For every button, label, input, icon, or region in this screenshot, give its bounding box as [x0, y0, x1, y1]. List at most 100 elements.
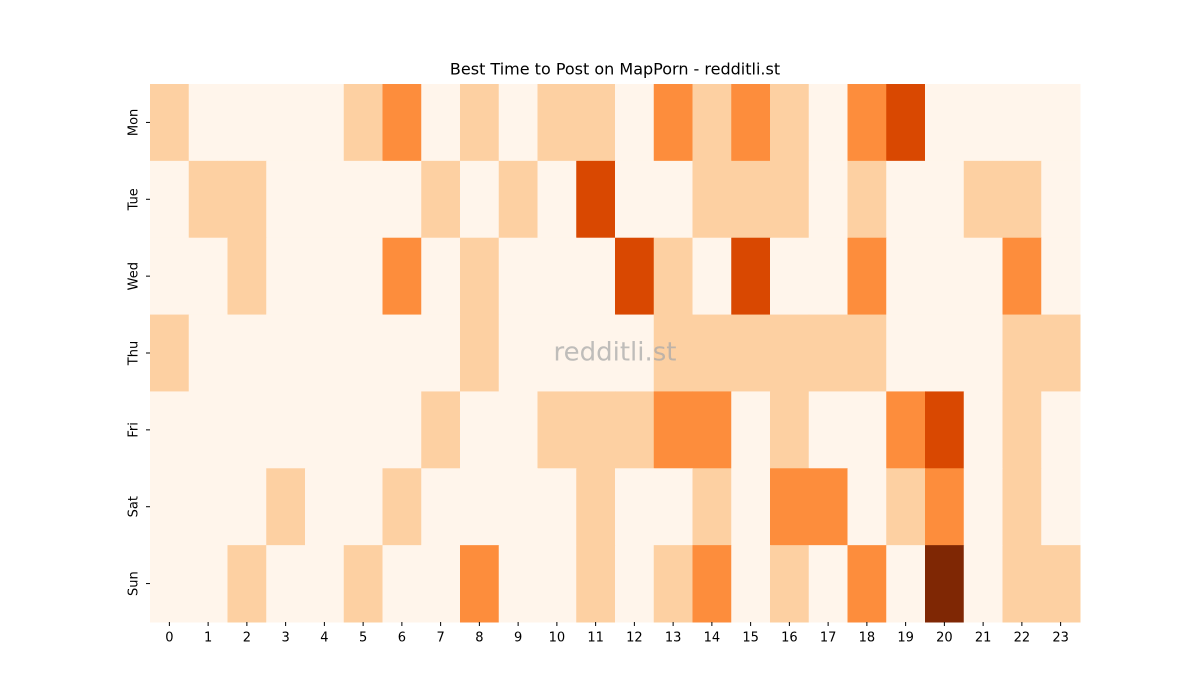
heatmap-cell: [963, 237, 1003, 316]
heatmap-cell: [1002, 545, 1042, 623]
x-tick-label: 7: [436, 631, 444, 646]
heatmap-cell: [615, 237, 655, 316]
x-tick-label: 22: [1014, 631, 1031, 646]
heatmap-cell: [498, 468, 538, 546]
heatmap-cell: [537, 160, 577, 239]
heatmap-cell: [770, 160, 810, 239]
x-tick-label: 21: [975, 631, 992, 646]
heatmap-cell: [731, 545, 771, 623]
y-tick-label: Wed: [127, 262, 142, 290]
heatmap-cell: [847, 237, 887, 316]
heatmap-cell: [886, 468, 926, 546]
heatmap-cell: [731, 237, 771, 316]
heatmap-cell: [343, 84, 383, 162]
x-tick-label: 17: [820, 631, 837, 646]
x-tick-label: 15: [742, 631, 759, 646]
heatmap-cell: [770, 391, 810, 469]
heatmap-cell: [692, 391, 732, 469]
heatmap-cell: [770, 84, 810, 162]
heatmap-cell: [498, 314, 538, 392]
heatmap-cell: [847, 468, 887, 546]
x-tick-label: 16: [781, 631, 798, 646]
heatmap-cell: [266, 314, 306, 392]
heatmap-cell: [808, 314, 848, 392]
heatmap-cell: [615, 160, 655, 239]
heatmap-cell: [1041, 468, 1081, 546]
heatmap-cell: [692, 84, 732, 162]
heatmap-cell: [808, 391, 848, 469]
heatmap-cell: [731, 468, 771, 546]
heatmap-cell: [421, 545, 461, 623]
heatmap-cell: [886, 391, 926, 469]
x-tick-label: 11: [587, 631, 604, 646]
heatmap-cell: [1041, 314, 1081, 392]
heatmap-cell: [498, 545, 538, 623]
heatmap-cell: [731, 314, 771, 392]
heatmap-cell: [576, 84, 616, 162]
heatmap-cell: [692, 468, 732, 546]
heatmap-cell: [808, 160, 848, 239]
heatmap-cell: [305, 545, 345, 623]
heatmap-cell: [1002, 314, 1042, 392]
x-tick-label: 19: [897, 631, 914, 646]
heatmap-cell: [615, 545, 655, 623]
heatmap-cell: [460, 237, 500, 316]
y-tick-label: Mon: [127, 109, 142, 136]
heatmap-cell: [382, 468, 422, 546]
heatmap-cell: [537, 391, 577, 469]
heatmap-cell: [692, 237, 732, 316]
heatmap-cell: [770, 545, 810, 623]
y-tick-label: Sat: [127, 496, 142, 517]
heatmap-cell: [382, 545, 422, 623]
heatmap-cell: [343, 468, 383, 546]
x-tick-label: 10: [549, 631, 566, 646]
heatmap-cell: [576, 314, 616, 392]
heatmap-cell: [731, 160, 771, 239]
heatmap-cell: [615, 391, 655, 469]
heatmap-cell: [963, 391, 1003, 469]
heatmap-cell: [382, 160, 422, 239]
y-tick-label: Fri: [127, 422, 142, 438]
heatmap-cell: [925, 237, 965, 316]
heatmap-cell: [847, 314, 887, 392]
heatmap-cell: [653, 160, 693, 239]
heatmap-cell: [886, 545, 926, 623]
heatmap-cell: [343, 391, 383, 469]
heatmap-cell: [963, 84, 1003, 162]
heatmap-cell: [188, 237, 228, 316]
heatmap-cell: [1041, 84, 1081, 162]
heatmap-cell: [188, 545, 228, 623]
heatmap-cell: [576, 545, 616, 623]
x-tick-label: 5: [359, 631, 367, 646]
heatmap-cell: [808, 237, 848, 316]
heatmap-cell: [808, 468, 848, 546]
heatmap-cell: [150, 468, 190, 546]
heatmap-cell: [963, 160, 1003, 239]
x-tick-label: 20: [936, 631, 953, 646]
heatmap-cell: [615, 468, 655, 546]
x-tick-label: 3: [281, 631, 289, 646]
heatmap-cell: [305, 314, 345, 392]
heatmap-cell: [305, 391, 345, 469]
heatmap-cell: [770, 237, 810, 316]
heatmap-cell: [925, 468, 965, 546]
heatmap-cell: [925, 314, 965, 392]
heatmap-cell: [770, 314, 810, 392]
heatmap-cell: [537, 84, 577, 162]
heatmap-cell: [537, 545, 577, 623]
heatmap-cell: [1041, 160, 1081, 239]
heatmap-cell: [266, 160, 306, 239]
heatmap-cell: [460, 160, 500, 239]
heatmap-cell: [266, 84, 306, 162]
heatmap-cell: [925, 84, 965, 162]
heatmap-cell: [847, 545, 887, 623]
heatmap-cell: [382, 314, 422, 392]
heatmap-cell: [266, 391, 306, 469]
heatmap-cell: [886, 160, 926, 239]
heatmap-cell: [227, 314, 267, 392]
heatmap-cell: [188, 314, 228, 392]
heatmap-cell: [421, 468, 461, 546]
heatmap-cell: [460, 545, 500, 623]
heatmap-cell: [150, 84, 190, 162]
